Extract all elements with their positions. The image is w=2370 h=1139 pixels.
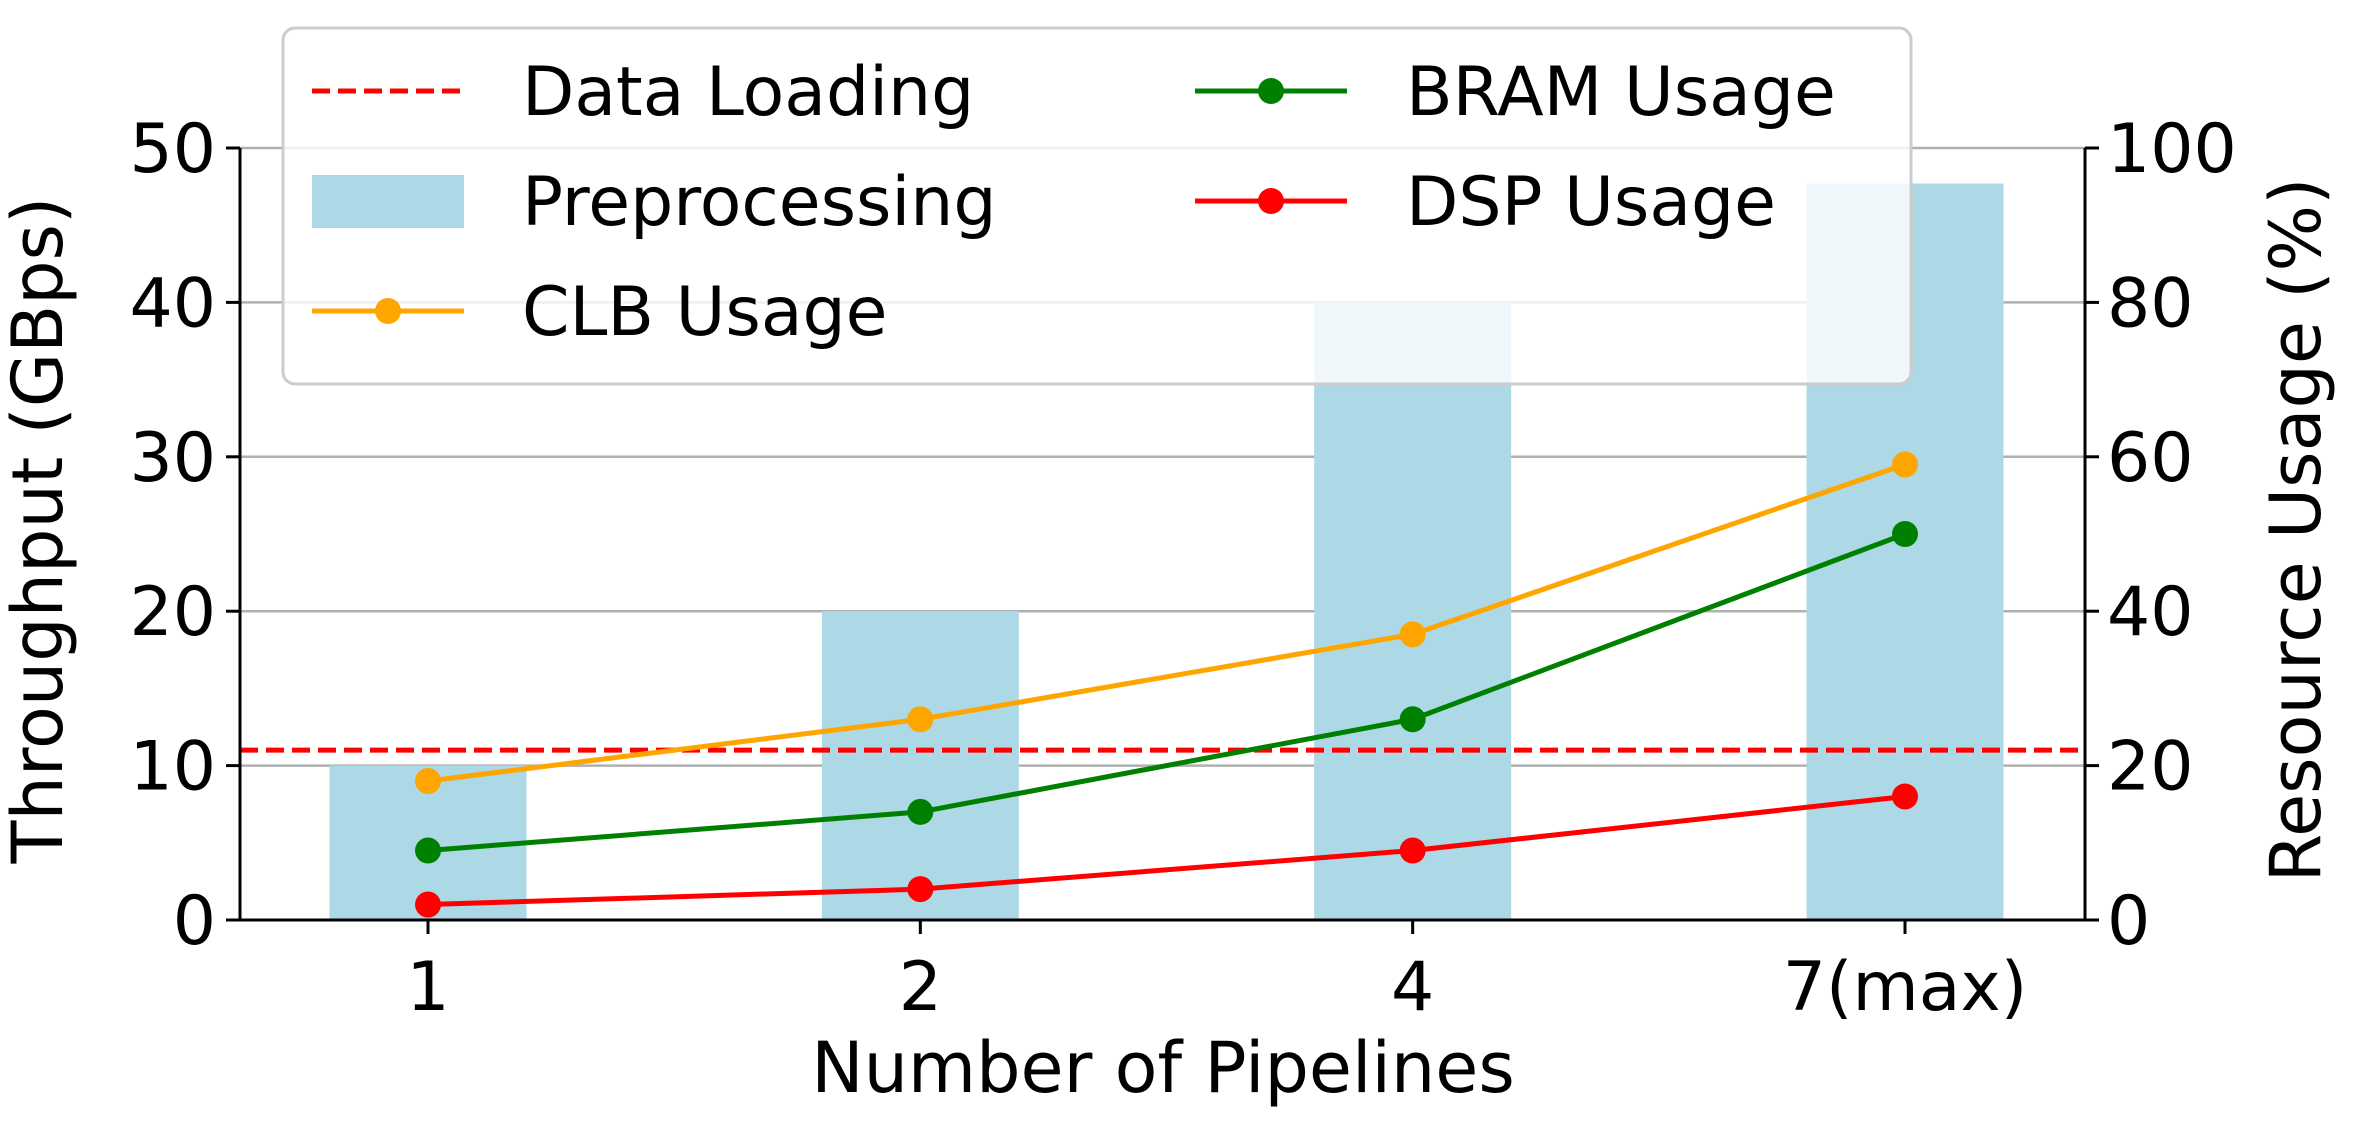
legend-label-bram-usage: BRAM Usage (1406, 53, 1836, 132)
y-tick-label-50: 50 (129, 110, 216, 189)
legend-label-dsp-usage: DSP Usage (1406, 163, 1776, 242)
point-clb-usage-3 (1892, 451, 1918, 478)
y-tick-label-0: 0 (173, 882, 216, 961)
legend-label-clb-usage: CLB Usage (522, 273, 888, 352)
y2-axis-title: Resource Usage (%) (2255, 178, 2337, 883)
series-line-clb-usage (427, 462, 1906, 784)
legend-marker-bram-usage (1258, 78, 1284, 104)
x-tick-label-3: 7(max) (1783, 948, 2027, 1027)
legend-marker-dsp-usage (1258, 188, 1284, 214)
series-line-dsp-usage (427, 793, 1906, 908)
series-lines (415, 451, 1918, 918)
point-clb-usage-1 (907, 706, 934, 733)
point-dsp-usage-0 (415, 891, 441, 918)
y-axis-title: Throughput (GBps) (0, 197, 79, 865)
y2-tick-label-20: 20 (2107, 728, 2194, 807)
x-tick-label-1: 2 (899, 948, 942, 1027)
y-tick-label-20: 20 (129, 573, 216, 652)
y2-tick-label-80: 80 (2107, 264, 2194, 343)
point-bram-usage-2 (1399, 706, 1426, 733)
y2-tick-label-100: 100 (2107, 110, 2237, 189)
y2-tick-label-40: 40 (2107, 573, 2194, 652)
point-bram-usage-1 (907, 798, 934, 825)
bars (329, 183, 2004, 921)
y-tick-label-40: 40 (129, 264, 216, 343)
x-tick-label-0: 1 (406, 948, 449, 1027)
axes: 0 10 20 30 40 50 0 20 40 60 80 100 1 2 4 7(max) (129, 110, 2236, 1027)
y-tick-label-10: 10 (129, 728, 216, 807)
legend-frame (281, 26, 1913, 386)
y2-tick-label-0: 0 (2107, 882, 2150, 961)
point-bram-usage-0 (415, 837, 441, 864)
point-bram-usage-3 (1892, 521, 1918, 547)
point-clb-usage-0 (415, 768, 441, 795)
legend-label-data-loading: Data Loading (522, 53, 974, 132)
legend-label-preprocessing: Preprocessing (522, 163, 997, 242)
x-tick-label-2: 4 (1391, 948, 1434, 1027)
bar-preprocessing-1 (821, 611, 1019, 920)
series-line-bram-usage (427, 531, 1906, 854)
legend: Data Loading Preprocessing CLB Usage BRA… (281, 26, 1913, 386)
point-dsp-usage-3 (1892, 783, 1918, 810)
y-tick-label-30: 30 (129, 419, 216, 498)
point-dsp-usage-2 (1399, 837, 1426, 864)
legend-marker-clb-usage (375, 298, 401, 324)
legend-swatch-preprocessing (312, 175, 464, 228)
y2-tick-label-60: 60 (2107, 419, 2194, 498)
x-axis-title: Number of Pipelines (811, 1027, 1515, 1109)
point-clb-usage-2 (1399, 621, 1426, 648)
point-dsp-usage-1 (907, 876, 934, 903)
